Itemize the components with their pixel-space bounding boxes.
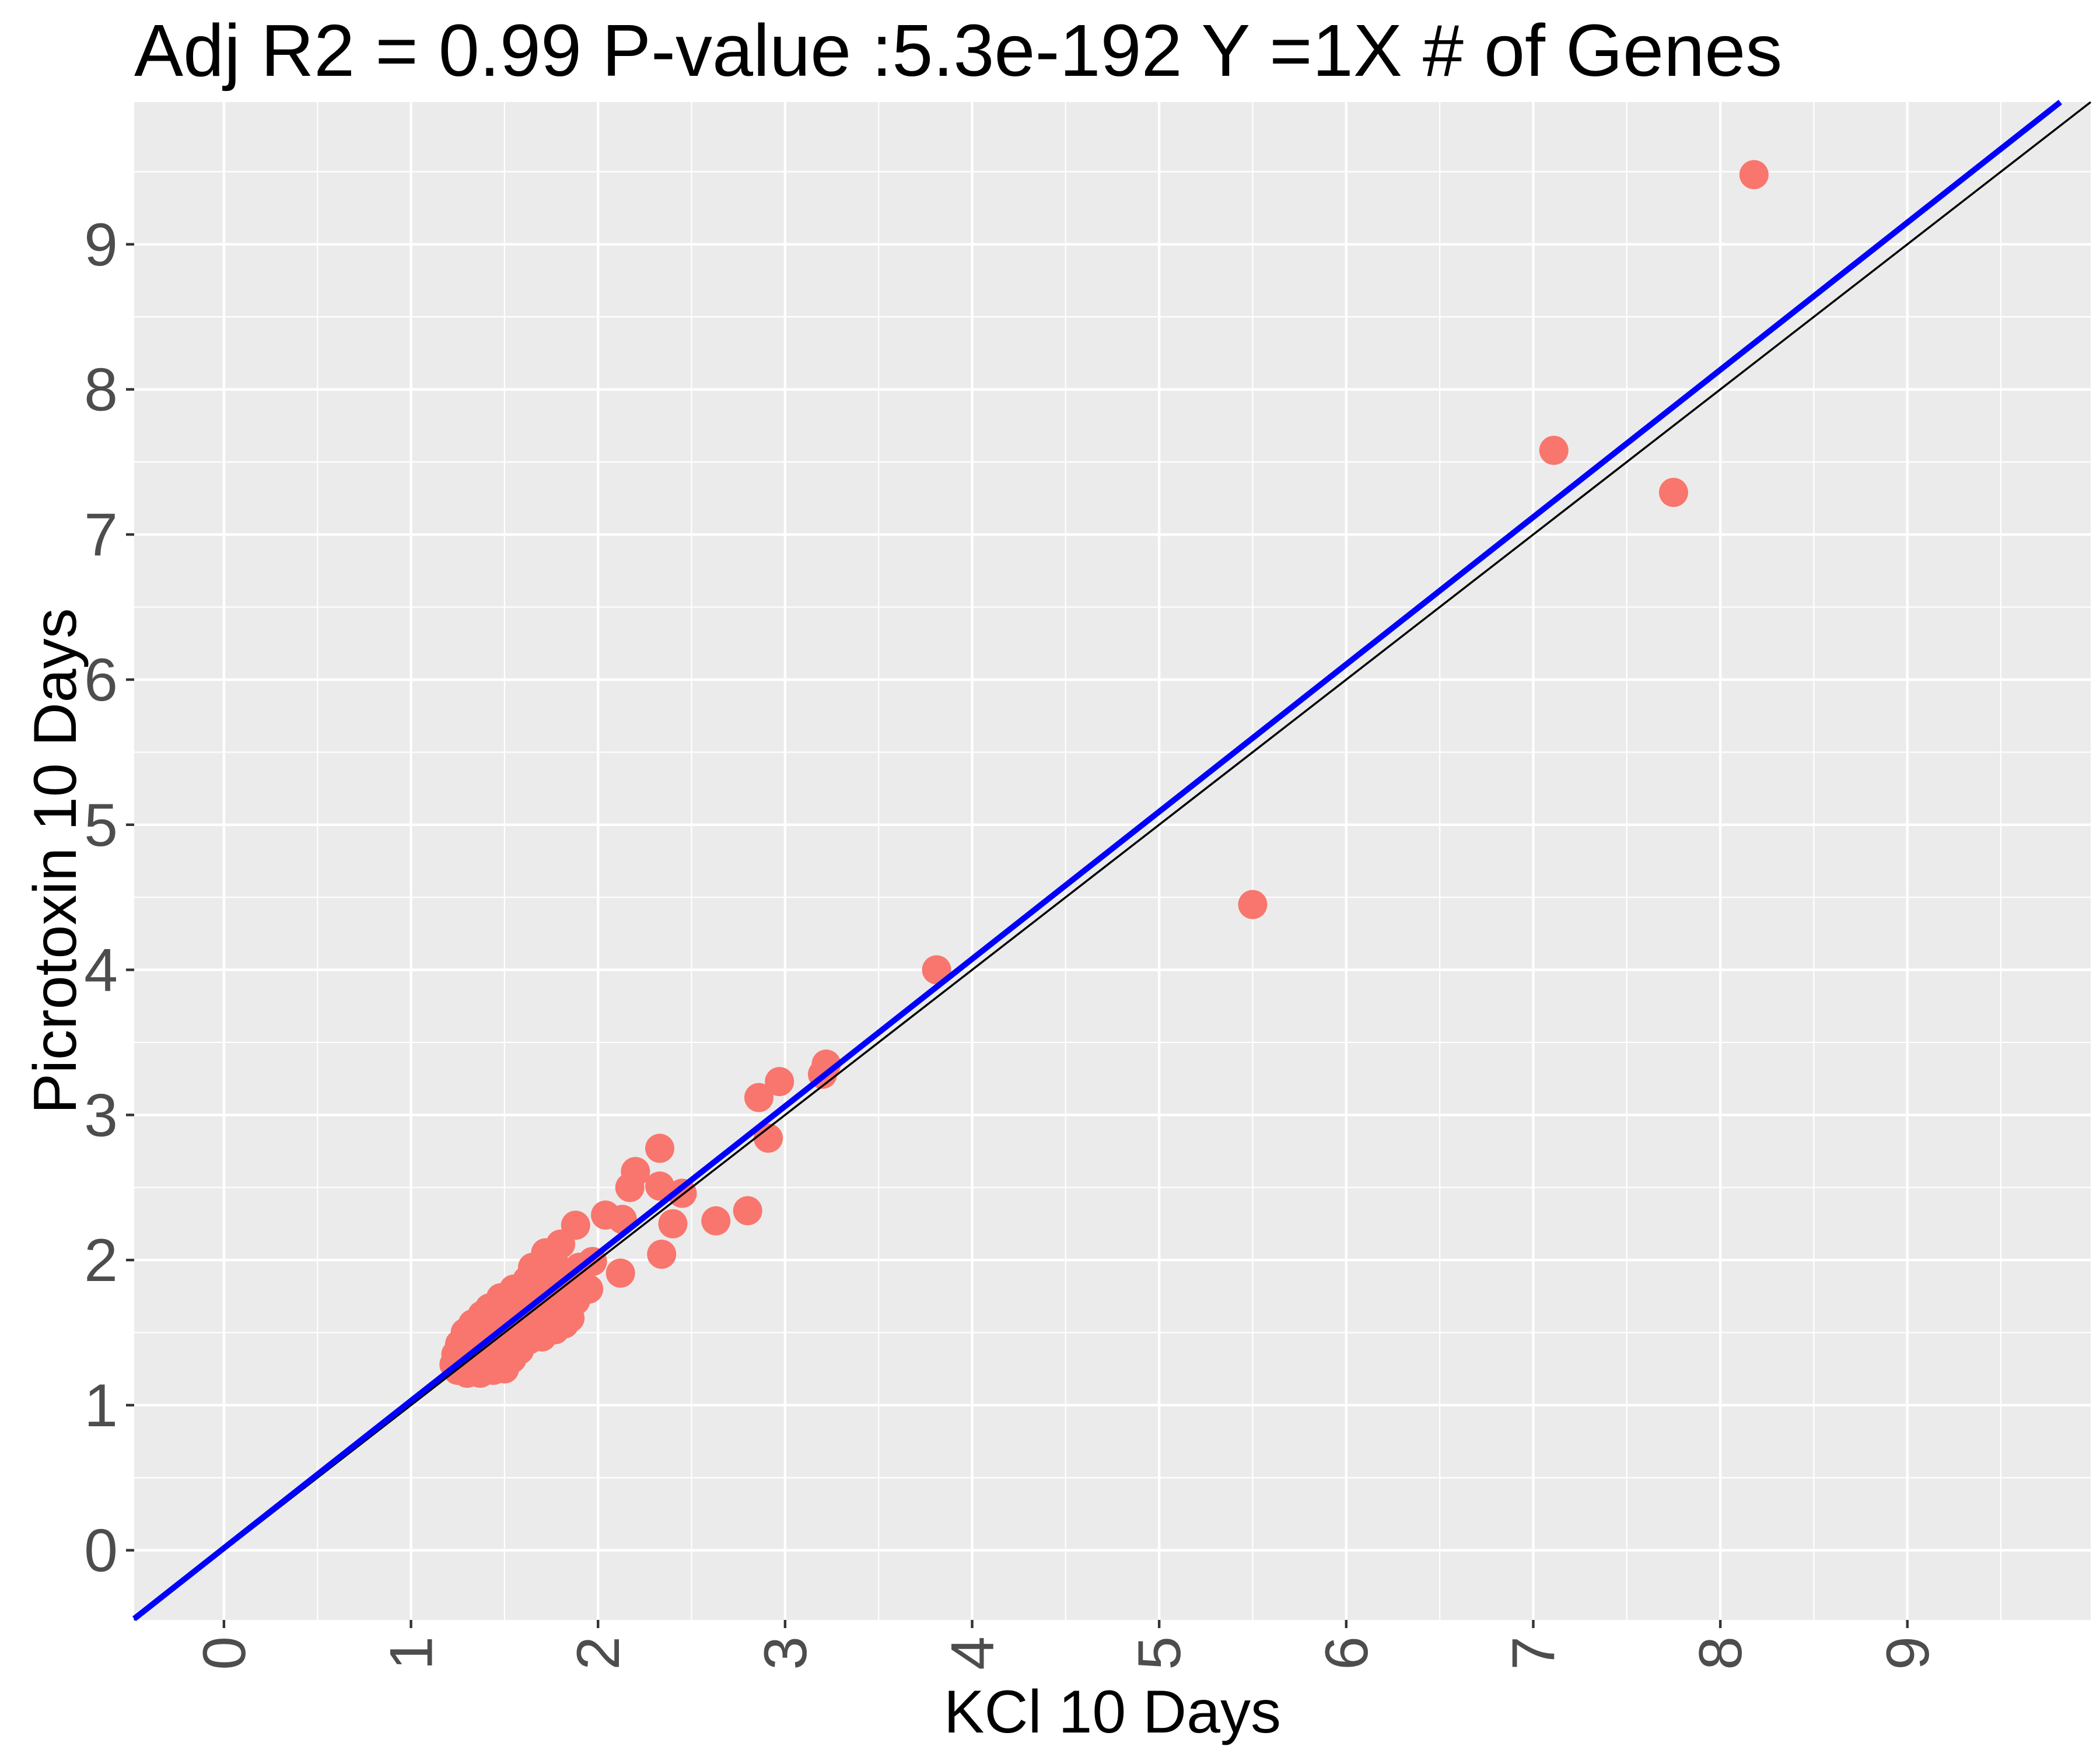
data-point — [765, 1067, 794, 1097]
y-tick-label: 8 — [84, 356, 118, 424]
x-tick-label: 9 — [1874, 1636, 1942, 1670]
y-tick-label: 4 — [84, 937, 118, 1005]
regression-line — [132, 100, 2063, 1621]
x-tick-label: 5 — [1126, 1636, 1194, 1670]
data-point — [645, 1133, 675, 1163]
x-tick-label: 1 — [378, 1636, 446, 1670]
data-point — [645, 1171, 675, 1201]
data-point — [1658, 478, 1688, 508]
data-point — [744, 1083, 774, 1112]
y-tick-label: 9 — [84, 211, 118, 279]
data-point — [606, 1258, 635, 1288]
data-point — [615, 1172, 645, 1202]
y-tick-label: 1 — [84, 1372, 118, 1440]
data-point — [484, 1293, 514, 1323]
data-point — [1539, 436, 1569, 466]
identity-line — [133, 101, 2092, 1621]
data-point — [647, 1240, 677, 1269]
data-point — [527, 1300, 557, 1330]
y-tick-label: 3 — [84, 1082, 118, 1149]
x-axis-title: KCl 10 Days — [944, 1678, 1281, 1746]
data-point — [733, 1196, 762, 1226]
y-tick-label: 5 — [84, 792, 118, 859]
chart-title: Adj R2 = 0.99 P-value :5.3e-192 Y =1X # … — [134, 9, 1782, 92]
x-tick-label: 3 — [752, 1636, 820, 1670]
reference-lines — [132, 100, 2092, 1621]
data-point — [553, 1296, 583, 1326]
data-point — [461, 1356, 491, 1385]
x-tick-label: 7 — [1500, 1636, 1567, 1670]
x-tick-label: 8 — [1687, 1636, 1755, 1670]
data-point — [1739, 160, 1769, 190]
y-tick-label: 0 — [84, 1517, 118, 1585]
y-axis-title: Picrotoxin 10 Days — [22, 608, 89, 1114]
data-point — [701, 1206, 731, 1236]
x-tick-label: 0 — [191, 1636, 258, 1670]
data-point — [754, 1124, 783, 1153]
x-tick-label: 4 — [939, 1636, 1007, 1670]
y-tick-label: 7 — [84, 501, 118, 569]
y-tick-label: 2 — [84, 1227, 118, 1294]
x-tick-label: 2 — [565, 1636, 632, 1670]
data-points — [439, 160, 1769, 1388]
x-tick-label: 6 — [1313, 1636, 1381, 1670]
data-point — [922, 955, 951, 985]
axis-ticks: 0 1 2 3 4 5 6 7 8 9 0 1 2 3 4 5 6 7 8 9 — [84, 211, 1942, 1670]
data-point — [482, 1338, 512, 1368]
y-tick-label: 6 — [84, 646, 118, 714]
data-point — [1238, 890, 1268, 919]
data-point — [658, 1209, 688, 1238]
